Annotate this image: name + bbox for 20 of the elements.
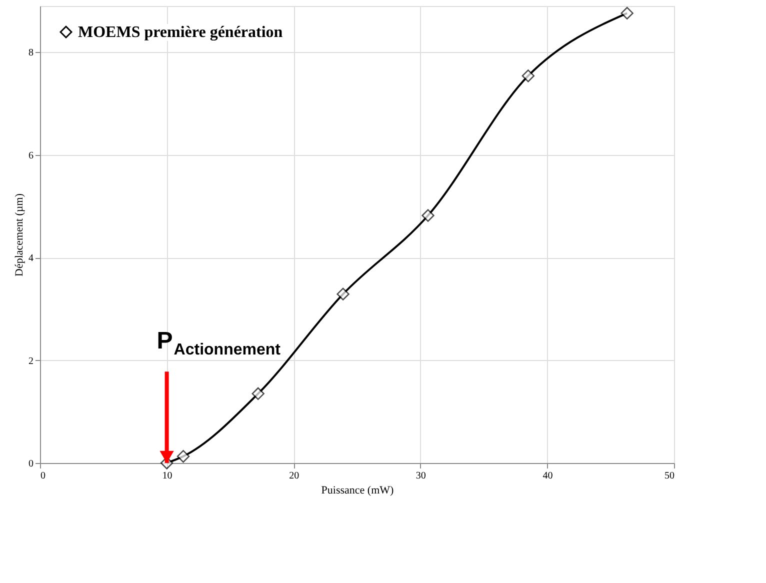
y-axis-title: Déplacement (µm) <box>14 193 26 276</box>
legend-label: MOEMS première génération <box>78 24 283 41</box>
x-tick-label: 30 <box>416 470 426 482</box>
x-tick-label: 10 <box>162 470 172 482</box>
y-tick-label: 4 <box>28 253 34 264</box>
x-tick-label: 20 <box>289 470 300 482</box>
x-axis-title: Puissance (mW) <box>321 484 394 496</box>
y-tick-label: 0 <box>28 458 34 470</box>
point <box>176 450 190 463</box>
point <box>522 69 535 82</box>
y-tick-label: 8 <box>28 48 34 59</box>
point <box>620 6 634 20</box>
x-tick-label: 40 <box>542 470 553 482</box>
point <box>252 387 264 400</box>
y-tick-label: 2 <box>28 356 34 367</box>
point <box>336 288 350 300</box>
y-tick-label: 6 <box>28 150 34 162</box>
x-tick-label: 0 <box>40 470 46 482</box>
point <box>422 209 434 222</box>
x-tick-label: 50 <box>664 470 674 482</box>
